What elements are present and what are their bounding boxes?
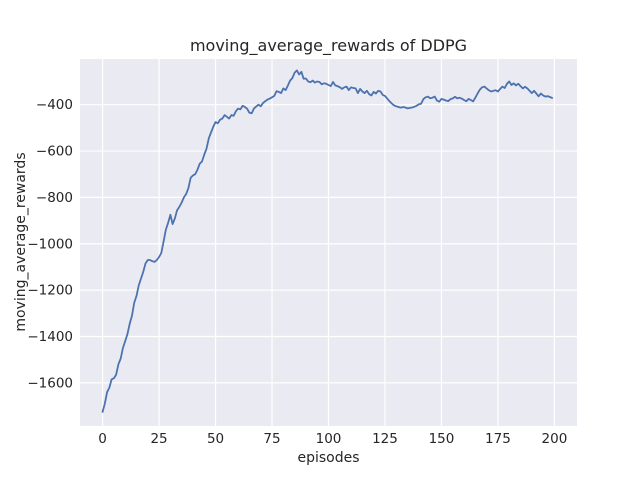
y-tick-label: −600 xyxy=(36,144,73,160)
x-tick-label: 0 xyxy=(98,431,107,447)
y-tick-label: −1400 xyxy=(27,329,73,345)
y-tick-label: −1200 xyxy=(27,283,73,299)
y-tick-label: −800 xyxy=(36,190,73,206)
y-tick-label: −1000 xyxy=(27,236,73,252)
x-tick-label: 150 xyxy=(429,431,455,447)
x-tick-label: 200 xyxy=(542,431,568,447)
x-tick-label: 75 xyxy=(263,431,280,447)
x-tick-label: 25 xyxy=(150,431,167,447)
y-tick-label: −1600 xyxy=(27,375,73,391)
x-tick-label: 100 xyxy=(316,431,342,447)
series-line xyxy=(101,69,553,413)
chart-title: moving_average_rewards of DDPG xyxy=(189,36,468,55)
x-tick-label: 175 xyxy=(485,431,511,447)
y-tick-label: −400 xyxy=(36,97,73,113)
x-axis-label: episodes xyxy=(297,450,360,466)
x-tick-label: 50 xyxy=(207,431,224,447)
y-axis-label: moving_average_rewards xyxy=(13,152,29,332)
x-tick-label: 125 xyxy=(372,431,398,447)
